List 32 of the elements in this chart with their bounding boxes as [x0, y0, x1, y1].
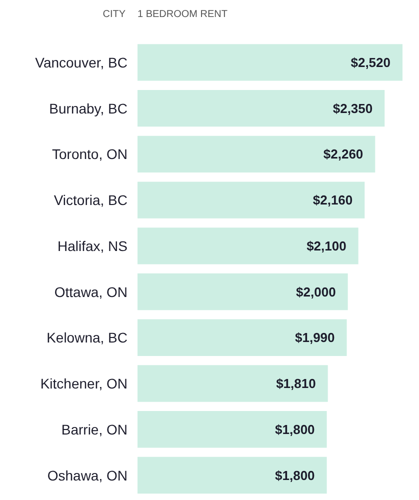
- bar: [138, 182, 365, 218]
- y-tick-label: Burnaby, BC: [49, 100, 128, 116]
- data-label: $2,260: [323, 146, 364, 162]
- y-tick-label: Kitchener, ON: [40, 376, 128, 392]
- bar: [138, 411, 327, 448]
- data-label: $2,520: [350, 54, 391, 70]
- y-tick-label: Halifax, NS: [57, 238, 128, 254]
- data-label: $2,350: [332, 100, 373, 116]
- data-label: $1,810: [276, 376, 316, 392]
- y-tick-label: Toronto, ON: [52, 146, 128, 162]
- data-label: $1,800: [275, 468, 315, 483]
- y-tick-label: Oshawa, ON: [47, 467, 128, 484]
- bar: [138, 136, 376, 173]
- data-label: $2,100: [306, 238, 346, 254]
- bar: [138, 319, 347, 356]
- bar: [138, 44, 402, 81]
- data-label: $2,160: [312, 192, 353, 208]
- data-label: $1,990: [295, 330, 335, 346]
- bar: [138, 273, 348, 310]
- y-tick-label: Ottawa, ON: [54, 284, 128, 300]
- y-axis-title: CITY: [102, 8, 126, 20]
- y-tick-label: Kelowna, BC: [46, 330, 128, 346]
- bar: [138, 456, 327, 494]
- bar: [138, 365, 328, 402]
- data-label: $1,800: [275, 422, 315, 437]
- bar: [138, 228, 358, 264]
- data-label: $2,000: [296, 284, 336, 300]
- bar: [138, 90, 385, 127]
- y-tick-label: Victoria, BC: [54, 192, 128, 208]
- y-tick-label: Vancouver, BC: [35, 54, 128, 70]
- x-axis-title: 1 BEDROOM RENT: [138, 8, 228, 20]
- y-tick-label: Barrie, ON: [61, 421, 128, 438]
